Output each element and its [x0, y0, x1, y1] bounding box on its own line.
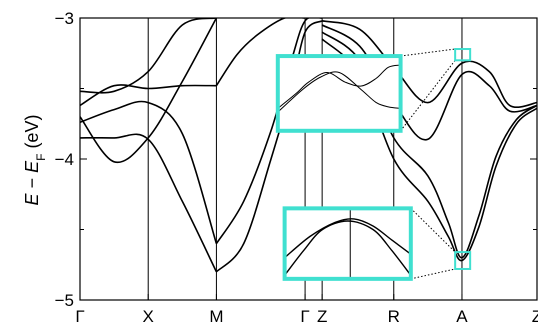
inset-connector — [400, 59, 456, 132]
band-line-6 — [215, 18, 306, 87]
y-tick-label: −5 — [55, 291, 74, 310]
inset-band-2 — [284, 218, 412, 259]
inset-highlight-box — [454, 48, 472, 62]
band-line-2 — [80, 84, 217, 107]
inset-band-2 — [277, 64, 401, 109]
x-tick-label: Z — [532, 307, 538, 326]
band-line-4 — [80, 18, 218, 164]
inset-box — [275, 54, 403, 133]
y-axis-label: E − EF (eV) — [22, 115, 48, 206]
inset-connector — [400, 48, 456, 57]
inset-connector — [410, 207, 456, 253]
inset-band-1 — [284, 220, 412, 276]
x-tick-label: A — [456, 307, 468, 326]
x-tick-label: Γ — [75, 307, 84, 326]
plot-area: Γ X M Γ Z R A Z−5−4−3 — [55, 9, 538, 326]
x-tick-label: Z — [317, 307, 327, 326]
inset-connector — [410, 268, 456, 280]
band-line-5 — [80, 133, 218, 273]
x-tick-label: Γ — [300, 307, 309, 326]
inset-box — [282, 206, 413, 281]
x-tick-label: M — [209, 307, 223, 326]
band-line-1 — [80, 18, 217, 94]
inset-background — [284, 208, 411, 279]
plot-frame — [79, 17, 538, 301]
y-tick-label: −3 — [55, 9, 74, 28]
x-tick-label: R — [388, 307, 400, 326]
x-tick-label: X — [143, 307, 154, 326]
band-line-9 — [321, 20, 537, 109]
inset-highlight-box — [454, 251, 472, 270]
y-tick-label: −4 — [55, 150, 74, 169]
inset-band-1 — [277, 71, 401, 113]
band-line-10 — [321, 24, 537, 141]
band-line-3 — [80, 100, 218, 244]
